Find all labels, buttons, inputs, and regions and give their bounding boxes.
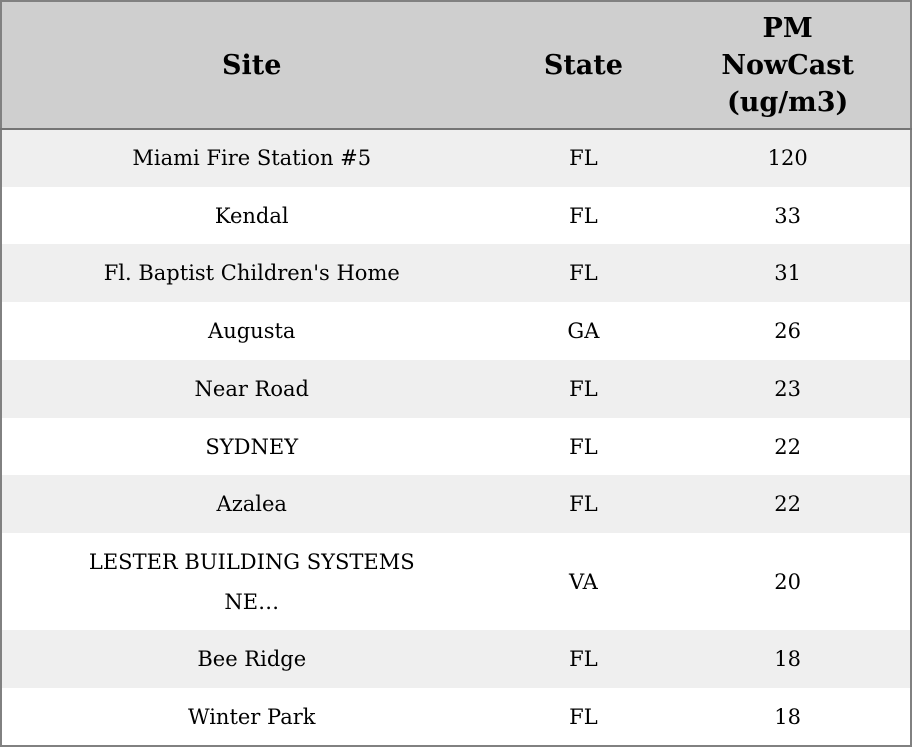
header-row: Site State PM NowCast (ug/m3): [1, 1, 911, 130]
table-row: SYDNEY FL 22: [1, 417, 911, 476]
site-label: Augusta: [208, 319, 296, 344]
pm-value-cell: 23: [774, 376, 802, 401]
site-label: Miami Fire Station #5: [132, 146, 372, 171]
state-cell: VA: [568, 569, 598, 594]
site-cell: Kendal: [1, 187, 502, 245]
table-row: Bee Ridge FL 18: [1, 630, 911, 689]
state-cell: FL: [569, 434, 598, 459]
state-cell: FL: [569, 203, 598, 228]
table-header: Site State PM NowCast (ug/m3): [1, 1, 911, 130]
pm-value-cell: 22: [774, 434, 802, 459]
pm-value-cell: 22: [774, 492, 802, 517]
site-cell: SYDNEY: [1, 418, 502, 476]
column-header-pm-nowcast-label: PM NowCast (ug/m3): [721, 12, 854, 118]
site-label: Kendal: [214, 203, 289, 228]
site-label: Fl. Baptist Children's Home: [103, 261, 400, 286]
state-cell: FL: [569, 492, 598, 517]
site-label: SYDNEY: [205, 434, 299, 459]
table-row: Winter Park FL 18: [1, 688, 911, 746]
column-header-pm-nowcast: PM NowCast (ug/m3): [665, 1, 911, 130]
table-row: Azalea FL 22: [1, 475, 911, 534]
state-cell: FL: [569, 647, 598, 672]
site-cell: Miami Fire Station #5: [1, 129, 502, 187]
site-cell: LESTER BUILDING SYSTEMS NE…: [1, 533, 502, 630]
table-row: Near Road FL 23: [1, 359, 911, 418]
table-row: Miami Fire Station #5 FL 120: [1, 129, 911, 187]
state-cell: GA: [567, 319, 600, 344]
table-row: LESTER BUILDING SYSTEMS NE… VA 20: [1, 533, 911, 631]
site-label: LESTER BUILDING SYSTEMS NE…: [88, 549, 415, 614]
site-label: Bee Ridge: [197, 647, 307, 672]
state-cell: FL: [569, 146, 598, 171]
pm-value-cell: 33: [774, 203, 802, 228]
site-label: Near Road: [194, 376, 309, 401]
site-cell: Near Road: [1, 360, 502, 418]
pm-value-cell: 18: [774, 647, 802, 672]
site-cell: Bee Ridge: [1, 630, 502, 688]
pm-value-cell: 26: [774, 319, 802, 344]
table-body: Miami Fire Station #5 FL 120 Kendal FL 3…: [1, 129, 911, 746]
site-label: Azalea: [216, 492, 287, 517]
state-cell: FL: [569, 376, 598, 401]
pm-value-cell: 31: [774, 261, 802, 286]
site-cell: Fl. Baptist Children's Home: [1, 244, 502, 302]
state-cell: FL: [569, 704, 598, 729]
state-cell: FL: [569, 261, 598, 286]
site-cell: Winter Park: [1, 688, 502, 746]
pm-value-cell: 18: [774, 704, 802, 729]
site-cell: Azalea: [1, 475, 502, 533]
pm-value-cell: 120: [767, 146, 808, 171]
table-row: Kendal FL 33: [1, 186, 911, 245]
site-label: Winter Park: [187, 704, 316, 729]
column-header-site: Site: [1, 1, 502, 130]
table-row: Augusta GA 26: [1, 302, 911, 360]
site-cell: Augusta: [1, 302, 502, 360]
column-header-state: State: [501, 1, 666, 130]
pm-value-cell: 20: [774, 569, 802, 594]
table-row: Fl. Baptist Children's Home FL 31: [1, 244, 911, 303]
